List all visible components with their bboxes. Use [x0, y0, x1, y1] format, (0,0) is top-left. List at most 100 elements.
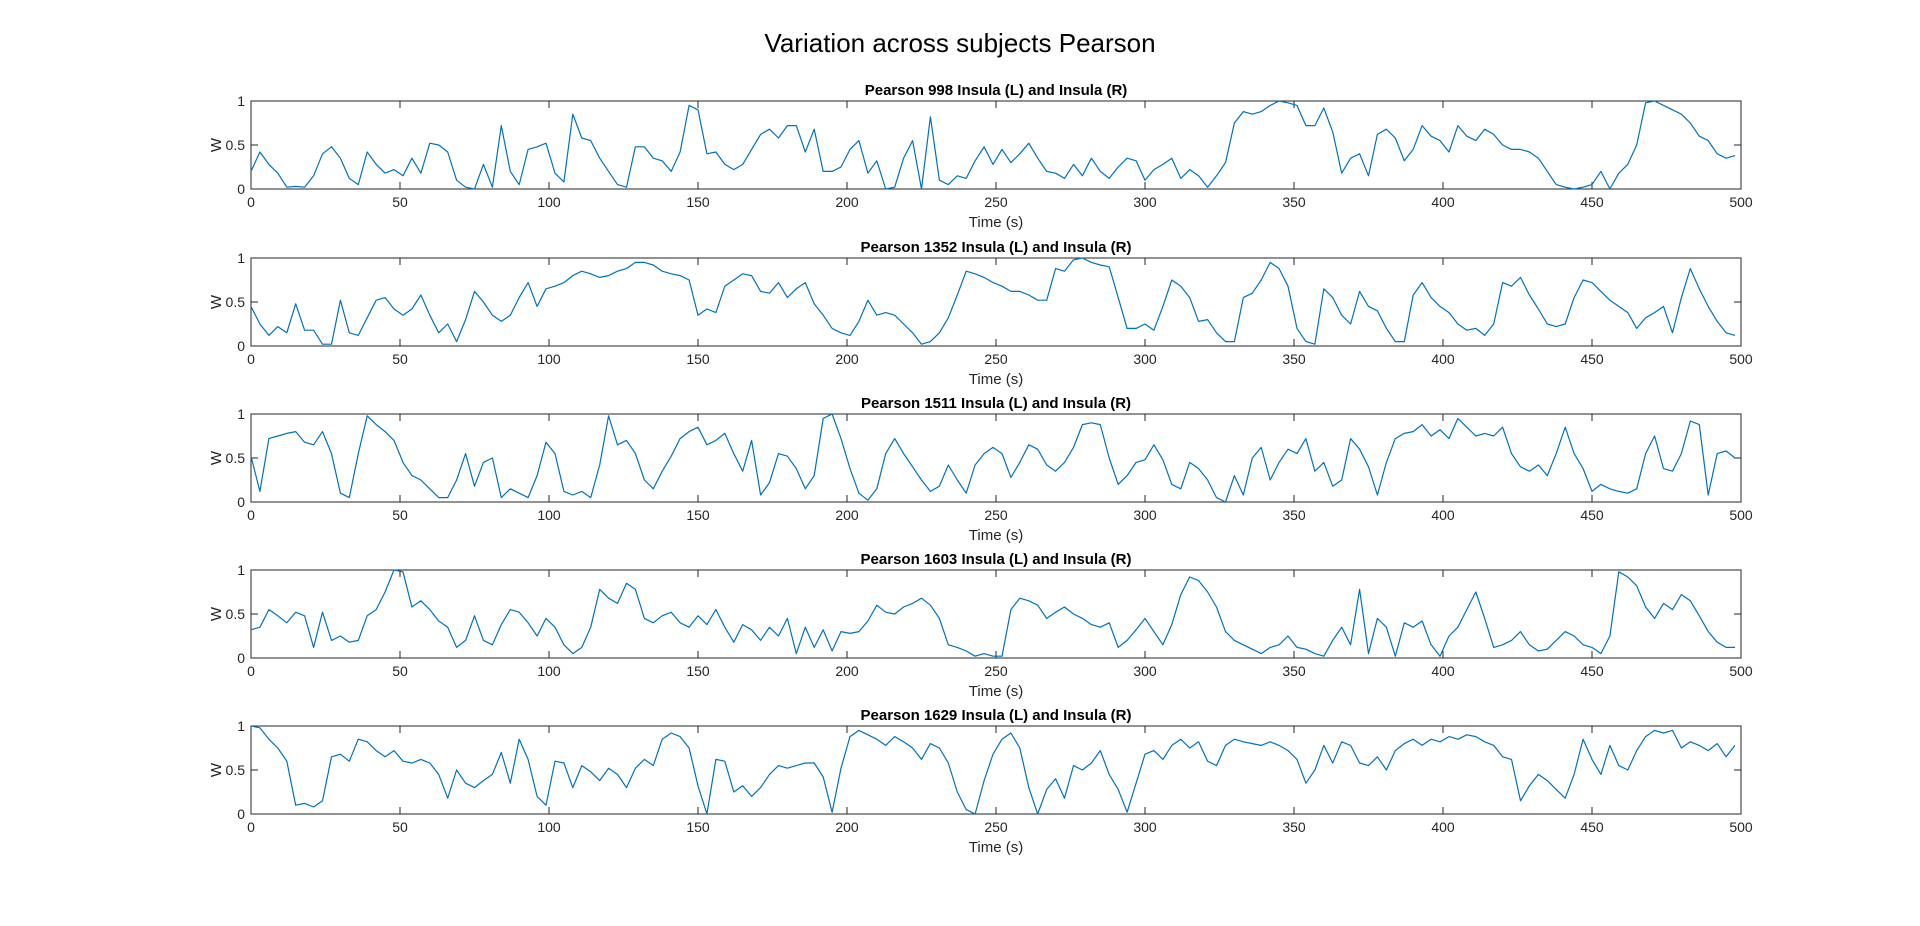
- x-axis-label: Time (s): [969, 683, 1023, 700]
- x-tick-label: 450: [1580, 194, 1604, 210]
- x-tick-label: 400: [1431, 663, 1455, 679]
- y-tick-label: 0: [237, 650, 245, 666]
- y-tick-label: 0: [237, 338, 245, 354]
- subplot-3: Pearson 1511 Insula (L) and Insula (R) 0 5…: [208, 395, 1753, 544]
- x-tick-label: 0: [247, 819, 255, 835]
- x-tick-label: 100: [537, 507, 561, 523]
- y-axis-label: W: [208, 137, 225, 152]
- figure-title: Variation across subjects Pearson: [764, 28, 1156, 58]
- y-tick-label: 1: [237, 406, 245, 422]
- x-tick-label: 250: [984, 351, 1008, 367]
- x-tick-label: 200: [835, 819, 859, 835]
- x-tick-label: 500: [1729, 663, 1753, 679]
- x-tick-label: 200: [835, 194, 859, 210]
- y-tick-label: 0.5: [226, 762, 246, 778]
- x-tick-label: 350: [1282, 194, 1306, 210]
- y-tick-label: 0: [237, 806, 245, 822]
- subplot-title: Pearson 1603 Insula (L) and Insula (R): [861, 551, 1132, 568]
- axes-box: [250, 569, 1742, 659]
- x-tick-label: 400: [1431, 194, 1455, 210]
- x-tick-label: 300: [1133, 663, 1157, 679]
- x-tick-label: 500: [1729, 351, 1753, 367]
- y-tick-label: 0.5: [226, 606, 246, 622]
- axes-box: [250, 100, 1742, 190]
- x-tick-label: 150: [686, 663, 710, 679]
- x-tick-label: 200: [835, 351, 859, 367]
- series-line: [250, 725, 1736, 815]
- x-tick-label: 450: [1580, 351, 1604, 367]
- y-tick-label: 1: [237, 562, 245, 578]
- x-tick-label: 0: [247, 351, 255, 367]
- x-tick-label: 350: [1282, 351, 1306, 367]
- subplot-title: Pearson 998 Insula (L) and Insula (R): [865, 82, 1128, 99]
- x-tick-label: 150: [686, 819, 710, 835]
- y-axis-label: W: [208, 294, 225, 309]
- x-tick-label: 100: [537, 819, 561, 835]
- x-tick-label: 300: [1133, 819, 1157, 835]
- x-axis-label: Time (s): [969, 839, 1023, 856]
- x-tick-label: 400: [1431, 507, 1455, 523]
- series-line: [250, 413, 1736, 503]
- axes-box: [250, 257, 1742, 347]
- x-tick-label: 350: [1282, 663, 1306, 679]
- x-tick-label: 300: [1133, 351, 1157, 367]
- series-line: [250, 100, 1736, 190]
- x-tick-label: 300: [1133, 507, 1157, 523]
- y-tick-label: 0.5: [226, 137, 246, 153]
- x-tick-label: 50: [392, 194, 408, 210]
- x-tick-label: 350: [1282, 507, 1306, 523]
- y-axis-label: W: [208, 450, 225, 465]
- subplot-2: Pearson 1352 Insula (L) and Insula (R) 0 5…: [208, 239, 1753, 388]
- x-tick-label: 200: [835, 507, 859, 523]
- y-tick-label: 0: [237, 494, 245, 510]
- x-tick-label: 250: [984, 663, 1008, 679]
- x-tick-label: 350: [1282, 819, 1306, 835]
- x-tick-label: 250: [984, 194, 1008, 210]
- subplot-5: Pearson 1629 Insula (L) and Insula (R) 0 5…: [208, 707, 1753, 856]
- x-tick-label: 50: [392, 351, 408, 367]
- x-tick-label: 150: [686, 351, 710, 367]
- x-tick-label: 150: [686, 194, 710, 210]
- axes-box: [250, 413, 1742, 503]
- x-tick-label: 0: [247, 663, 255, 679]
- x-tick-label: 400: [1431, 819, 1455, 835]
- x-tick-label: 300: [1133, 194, 1157, 210]
- x-tick-label: 50: [392, 819, 408, 835]
- x-tick-label: 100: [537, 351, 561, 367]
- y-tick-label: 1: [237, 93, 245, 109]
- x-tick-label: 500: [1729, 819, 1753, 835]
- series-line: [250, 569, 1735, 657]
- subplot-title: Pearson 1352 Insula (L) and Insula (R): [861, 239, 1132, 256]
- x-tick-label: 100: [537, 663, 561, 679]
- x-tick-label: 250: [984, 819, 1008, 835]
- x-tick-label: 500: [1729, 507, 1753, 523]
- y-tick-label: 0.5: [226, 294, 246, 310]
- x-tick-label: 250: [984, 507, 1008, 523]
- x-tick-label: 450: [1580, 819, 1604, 835]
- x-axis-label: Time (s): [969, 214, 1023, 231]
- y-tick-label: 1: [237, 250, 245, 266]
- x-tick-label: 500: [1729, 194, 1753, 210]
- y-tick-label: 1: [237, 718, 245, 734]
- x-tick-label: 50: [392, 663, 408, 679]
- x-tick-label: 50: [392, 507, 408, 523]
- y-tick-label: 0.5: [226, 450, 246, 466]
- y-axis-label: W: [208, 762, 225, 777]
- subplot-1: Pearson 998 Insula (L) and Insula (R) 0 50…: [208, 82, 1753, 231]
- x-tick-label: 400: [1431, 351, 1455, 367]
- x-tick-label: 200: [835, 663, 859, 679]
- y-axis-label: W: [208, 606, 225, 621]
- x-tick-label: 0: [247, 194, 255, 210]
- x-tick-label: 150: [686, 507, 710, 523]
- x-tick-label: 100: [537, 194, 561, 210]
- x-tick-label: 0: [247, 507, 255, 523]
- x-axis-label: Time (s): [969, 371, 1023, 388]
- subplot-title: Pearson 1511 Insula (L) and Insula (R): [861, 395, 1131, 412]
- x-tick-label: 450: [1580, 663, 1604, 679]
- x-tick-label: 450: [1580, 507, 1604, 523]
- subplot-4: Pearson 1603 Insula (L) and Insula (R) 0 5…: [208, 551, 1753, 700]
- x-axis-label: Time (s): [969, 527, 1023, 544]
- axes-box: [250, 725, 1742, 815]
- subplot-title: Pearson 1629 Insula (L) and Insula (R): [861, 707, 1132, 724]
